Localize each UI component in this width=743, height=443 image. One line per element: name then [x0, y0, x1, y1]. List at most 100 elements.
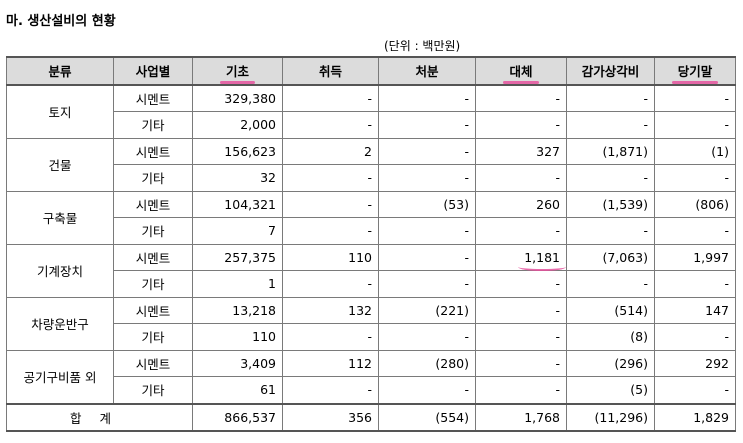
value-cell: -: [654, 323, 736, 351]
value-cell: 156,623: [192, 137, 283, 165]
category-cell: 기계장치: [6, 243, 114, 298]
table-row: 기타 1 - - - - -: [7, 270, 736, 298]
total-value: 356: [282, 402, 379, 432]
segment-cell: 시멘트: [113, 349, 193, 377]
segment-cell: 시멘트: [113, 296, 193, 324]
value-cell: -: [566, 270, 655, 298]
header-beginning-label: 기초: [219, 61, 256, 85]
value-cell: (221): [378, 296, 476, 324]
header-transfer: 대체: [475, 56, 567, 86]
value-cell: (1): [654, 137, 736, 165]
segment-cell: 기타: [113, 217, 193, 245]
segment-cell: 기타: [113, 111, 193, 139]
value-cell: 110: [192, 323, 283, 351]
segment-cell: 시멘트: [113, 137, 193, 165]
value-cell: (8): [566, 323, 655, 351]
value-cell: 61: [192, 376, 283, 404]
header-ending-label: 당기말: [671, 61, 718, 85]
unit-label: (단위 : 백만원): [384, 39, 461, 53]
transfer-highlight-value: 1,181: [518, 249, 566, 271]
value-cell: -: [475, 296, 567, 324]
value-cell: 292: [654, 349, 736, 377]
value-cell: 13,218: [192, 296, 283, 324]
value-cell: 7: [192, 217, 283, 245]
value-cell: (1,539): [566, 190, 655, 218]
value-cell: -: [475, 323, 567, 351]
value-cell: (1,871): [566, 137, 655, 165]
section-title: 마. 생산설비의 현황: [6, 14, 116, 29]
value-cell: (5): [566, 376, 655, 404]
value-cell: 1,997: [654, 243, 736, 271]
value-cell: -: [282, 111, 379, 139]
value-cell: -: [475, 217, 567, 245]
value-cell: 257,375: [192, 243, 283, 271]
total-value: (11,296): [566, 402, 655, 432]
total-label: 합계: [6, 402, 193, 432]
table-row: 기타 7 - - - - -: [7, 217, 736, 245]
table-row: 기계장치 시멘트 257,375 110 - 1,181 (7,063) 1,9…: [6, 243, 736, 298]
value-cell: -: [282, 376, 379, 404]
value-cell: -: [475, 84, 567, 112]
total-value: 1,768: [475, 402, 567, 432]
category-cell: 차량운반구: [6, 296, 114, 351]
category-cell: 공기구비품 외: [6, 349, 114, 404]
header-depreciation: 감가상각비: [566, 56, 655, 86]
category-cell: 건물: [6, 137, 114, 192]
value-cell: -: [282, 217, 379, 245]
header-beginning: 기초: [192, 56, 283, 86]
total-row: 합계 866,537 356 (554) 1,768 (11,296) 1,82…: [6, 402, 736, 432]
value-cell: -: [282, 270, 379, 298]
value-cell: (7,063): [566, 243, 655, 271]
value-cell: -: [475, 270, 567, 298]
header-category: 분류: [6, 56, 114, 86]
segment-cell: 시멘트: [113, 84, 193, 112]
value-cell: -: [475, 376, 567, 404]
segment-cell: 시멘트: [113, 243, 193, 271]
header-segment: 사업별: [113, 56, 193, 86]
table-row: 공기구비품 외 시멘트 3,409 112 (280) - (296) 292: [6, 349, 736, 404]
value-cell: 147: [654, 296, 736, 324]
value-cell: -: [566, 84, 655, 112]
value-cell: 2,000: [192, 111, 283, 139]
table-row: 기타 61 - - - (5) -: [7, 376, 736, 404]
value-cell: -: [654, 376, 736, 404]
value-cell: (806): [654, 190, 736, 218]
header-disposal: 처분: [378, 56, 476, 86]
value-cell: -: [378, 164, 476, 192]
table-row: 토지 시멘트 329,380 - - - - -: [6, 84, 736, 139]
value-cell: -: [378, 323, 476, 351]
value-cell: 104,321: [192, 190, 283, 218]
value-cell: 3,409: [192, 349, 283, 377]
table-row: 기타 2,000 - - - - -: [7, 111, 736, 139]
value-cell: 32: [192, 164, 283, 192]
segment-cell: 기타: [113, 376, 193, 404]
segment-cell: 기타: [113, 164, 193, 192]
table-row: 건물 시멘트 156,623 2 - 327 (1,871) (1): [6, 137, 736, 192]
value-cell: 110: [282, 243, 379, 271]
table-row: 기타 110 - - - (8) -: [7, 323, 736, 351]
category-cell: 토지: [6, 84, 114, 139]
value-cell: (296): [566, 349, 655, 377]
value-cell: -: [475, 164, 567, 192]
value-cell: -: [378, 137, 476, 165]
value-cell: -: [378, 217, 476, 245]
value-cell: 329,380: [192, 84, 283, 112]
value-cell: -: [475, 349, 567, 377]
value-cell: -: [282, 323, 379, 351]
table-row: 차량운반구 시멘트 13,218 132 (221) - (514) 147: [6, 296, 736, 351]
value-cell: -: [378, 111, 476, 139]
value-cell: -: [566, 217, 655, 245]
table-row: 구축물 시멘트 104,321 - (53) 260 (1,539) (806): [6, 190, 736, 245]
value-cell: -: [378, 84, 476, 112]
total-value: (554): [378, 402, 476, 432]
segment-cell: 기타: [113, 323, 193, 351]
category-cell: 구축물: [6, 190, 114, 245]
value-cell: -: [566, 111, 655, 139]
table-row: 기타 32 - - - - -: [7, 164, 736, 192]
value-cell: -: [282, 164, 379, 192]
value-cell: (53): [378, 190, 476, 218]
header-transfer-label: 대체: [503, 61, 539, 85]
value-cell: -: [654, 111, 736, 139]
value-cell: -: [654, 84, 736, 112]
value-cell: -: [378, 243, 476, 271]
